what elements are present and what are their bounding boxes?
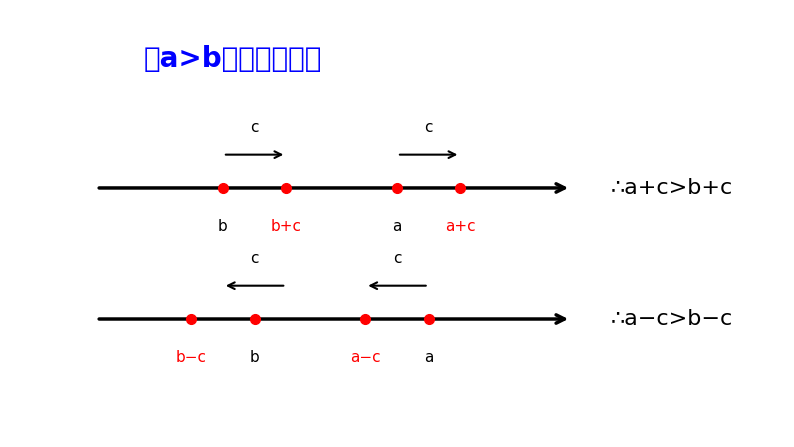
Text: c: c xyxy=(425,120,433,135)
Text: b−c: b−c xyxy=(175,350,206,365)
Text: c: c xyxy=(250,120,259,135)
Text: a: a xyxy=(392,219,402,234)
Text: ∴a−c>b−c: ∴a−c>b−c xyxy=(611,309,733,329)
Text: a−c: a−c xyxy=(350,350,380,365)
Text: a+c: a+c xyxy=(445,219,476,234)
Text: 把a>b表示在数轴上: 把a>b表示在数轴上 xyxy=(144,45,322,73)
Text: c: c xyxy=(393,251,401,266)
Text: c: c xyxy=(250,251,259,266)
Text: ∴a+c>b+c: ∴a+c>b+c xyxy=(611,178,733,198)
Text: b+c: b+c xyxy=(271,219,302,234)
Text: b: b xyxy=(249,350,260,365)
Text: b: b xyxy=(218,219,228,234)
Text: a: a xyxy=(424,350,434,365)
